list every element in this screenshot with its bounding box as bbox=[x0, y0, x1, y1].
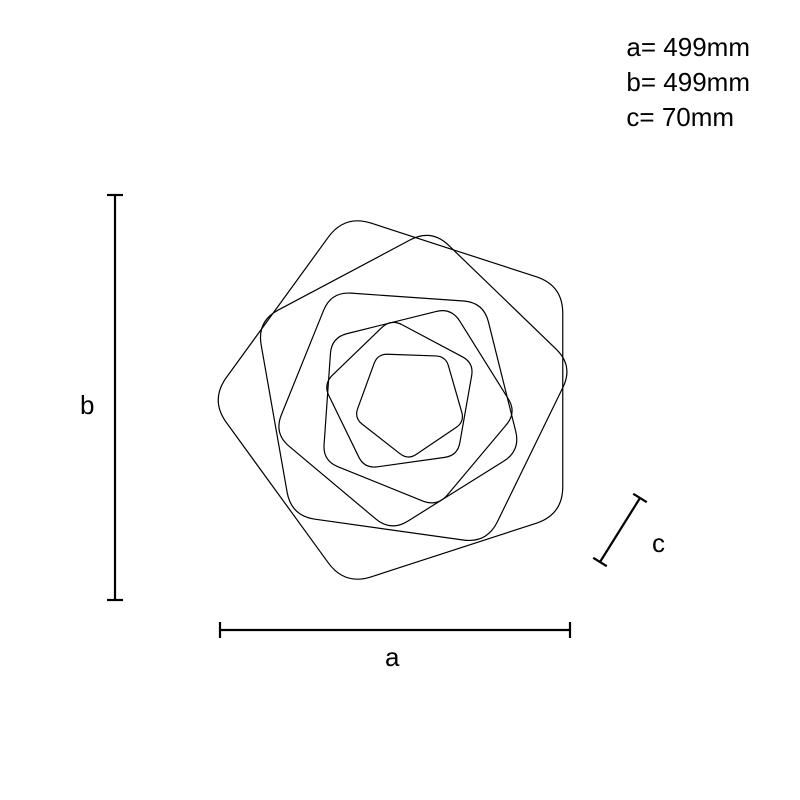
pentagon-outline bbox=[357, 354, 463, 457]
technical-diagram bbox=[0, 0, 800, 800]
pentagon-nested-shapes bbox=[218, 221, 567, 579]
label-a: a bbox=[385, 642, 399, 673]
label-c: c bbox=[652, 528, 665, 559]
dimension-lines bbox=[107, 195, 647, 638]
pentagon-outline bbox=[260, 235, 566, 540]
pentagon-outline bbox=[327, 322, 472, 467]
label-b: b bbox=[80, 390, 94, 421]
